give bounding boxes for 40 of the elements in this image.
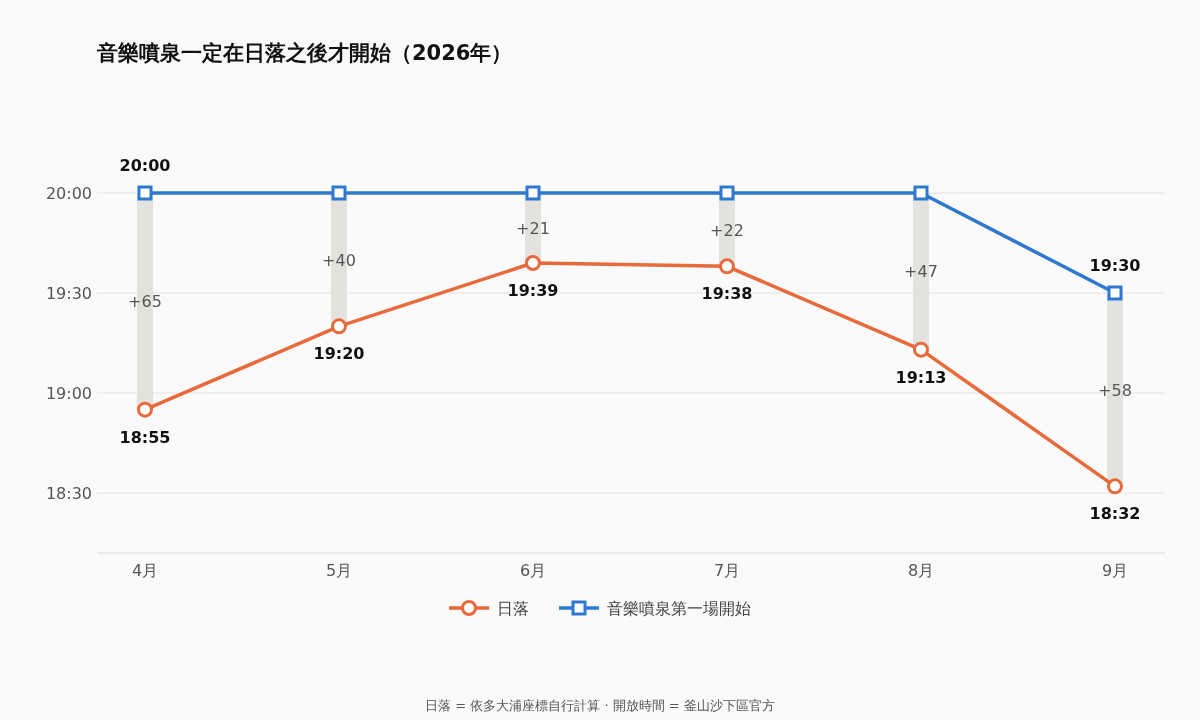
y-tick-label: 19:30	[45, 284, 92, 303]
data-label: 19:20	[313, 344, 365, 364]
data-label: 18:32	[1089, 504, 1141, 524]
y-tick-label: 20:00	[45, 184, 92, 203]
annotation: +65	[128, 292, 162, 311]
x-tick-label: 5月	[325, 561, 353, 580]
point	[913, 341, 929, 358]
y-tick-label: 19:00	[45, 384, 92, 403]
chart-title: 音樂噴泉一定在日落之後才開始（2026年）	[96, 41, 513, 65]
point	[525, 185, 541, 201]
point	[1107, 285, 1123, 301]
legend-label: 日落	[497, 599, 529, 618]
point	[137, 401, 153, 418]
y-tick-label: 18:30	[45, 484, 92, 503]
data-label: 19:13	[895, 367, 947, 387]
x-tick-label: 9月	[1101, 561, 1129, 580]
annotation: +47	[904, 262, 938, 281]
data-label: 18:55	[119, 427, 171, 447]
point	[913, 185, 929, 201]
legend-label: 音樂噴泉第一場開始	[607, 599, 751, 618]
data-label: 19:38	[701, 284, 753, 304]
annotation: +21	[516, 219, 550, 238]
point	[331, 318, 347, 335]
point	[137, 185, 153, 201]
annotation: +22	[710, 221, 744, 240]
annotation: +58	[1098, 381, 1132, 400]
point	[719, 258, 735, 275]
x-tick-label: 4月	[131, 561, 159, 580]
point	[719, 185, 735, 201]
text: 日落 = 依多大浦座標自行計算 · 開放時間 = 釜山沙下區官方	[425, 698, 775, 713]
data-label: 19:30	[1089, 256, 1141, 275]
point	[331, 185, 347, 201]
point	[1107, 478, 1123, 495]
point	[525, 255, 541, 271]
x-tick-label: 7月	[713, 561, 741, 580]
annotation: +40	[322, 251, 356, 270]
data-label: 19:39	[507, 281, 559, 300]
x-tick-label: 6月	[519, 561, 547, 580]
x-tick-label: 8月	[907, 561, 935, 580]
data-label: 20:00	[119, 156, 171, 175]
